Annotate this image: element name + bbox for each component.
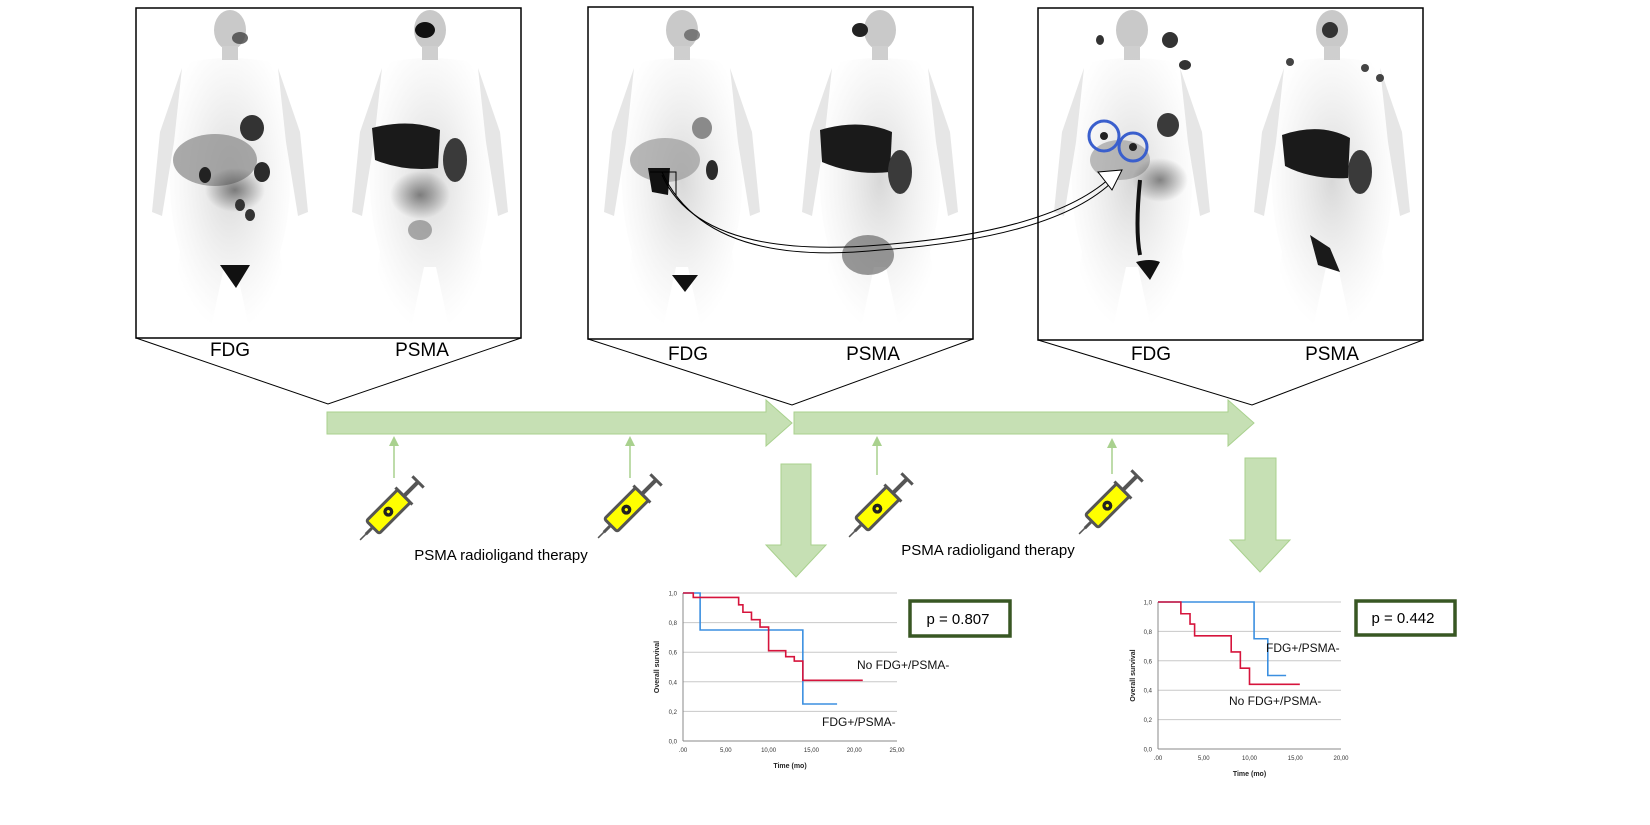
x-tick-label: 25,00 — [889, 748, 905, 754]
survival-curve-no-fdg-psma — [1158, 601, 1300, 686]
x-tick-label: 20,00 — [1333, 756, 1349, 762]
therapy-label-1: PSMA radioligand therapy — [414, 547, 588, 564]
dose-arrow-3 — [872, 436, 882, 475]
timeline-arrow-2 — [793, 398, 1255, 448]
syringe-icon — [349, 471, 429, 551]
y-tick-label: 0,4 — [669, 680, 678, 686]
y-tick-label: 0,8 — [669, 621, 678, 627]
y-tick-label: 0,0 — [669, 740, 678, 746]
timeline-arrow-1 — [326, 398, 793, 448]
panel-2-psma-label: PSMA — [846, 344, 900, 365]
y-axis-label: Overall survival — [654, 641, 661, 693]
pet-panel-1: FDG PSMA — [135, 7, 522, 405]
km-chart-2: 0,0 0,2 0,4 0,6 0,8 1,0 .00 5,00 10,00 15,00 20,00… — [1130, 601, 1349, 779]
syringe-icon — [1068, 465, 1148, 545]
survival-curve-fdg-psma — [683, 592, 838, 705]
panel-1-psma-label: PSMA — [395, 340, 449, 361]
p-value-2: p = 0.442 — [1372, 610, 1435, 627]
dose-arrow-2 — [625, 436, 635, 478]
panel-3-callout-lines — [1037, 339, 1424, 406]
x-tick-label: 10,00 — [1242, 756, 1258, 762]
y-tick-label: 0,0 — [1144, 748, 1153, 754]
syringe-icon — [838, 468, 918, 548]
y-tick-label: 1,0 — [669, 592, 678, 598]
x-tick-label: 5,00 — [720, 748, 732, 754]
p-value-box-2: p = 0.442 — [1354, 599, 1457, 637]
lesion-circle-2 — [1117, 131, 1149, 163]
y-axis-label: Overall survival — [1130, 649, 1137, 701]
y-tick-label: 0,8 — [1144, 630, 1153, 636]
panel-2-fdg-label: FDG — [668, 344, 708, 365]
lesion-circle-1 — [1087, 119, 1121, 153]
syringe-icon — [587, 469, 667, 549]
y-tick-label: 1,0 — [1144, 601, 1153, 607]
curve-annotation: FDG+/PSMA- — [822, 715, 896, 729]
x-tick-label: 20,00 — [847, 748, 863, 754]
y-tick-label: 0,2 — [1144, 718, 1153, 724]
y-tick-label: 0,6 — [669, 651, 678, 657]
y-tick-label: 0,2 — [669, 710, 678, 716]
pet-panel-3: FDG PSMA — [1037, 7, 1424, 406]
psma-image-3 — [1254, 10, 1410, 332]
x-tick-label: .00 — [679, 748, 688, 754]
y-tick-label: 0,4 — [1144, 689, 1153, 695]
x-tick-label: 10,00 — [761, 748, 777, 754]
x-tick-label: 15,00 — [804, 748, 820, 754]
dose-arrow-4 — [1107, 438, 1117, 474]
curve-annotation: No FDG+/PSMA- — [857, 658, 949, 672]
curve-annotation: No FDG+/PSMA- — [1229, 694, 1321, 708]
x-tick-label: 5,00 — [1198, 756, 1210, 762]
x-axis-label: Time (mo) — [1233, 771, 1266, 778]
psma-image-1 — [352, 10, 508, 332]
panel-2-callout-lines — [587, 338, 974, 406]
survival-curve-fdg-psma — [1158, 601, 1287, 677]
p-value-1: p = 0.807 — [927, 611, 990, 628]
panel-1-fdg-label: FDG — [210, 340, 250, 361]
down-arrow-1 — [764, 463, 828, 578]
dose-arrow-1 — [389, 436, 399, 478]
therapy-label-2: PSMA radioligand therapy — [901, 542, 1075, 559]
fdg-image-2 — [604, 10, 760, 332]
x-tick-label: 15,00 — [1288, 756, 1304, 762]
survival-curve-no-fdg-psma — [683, 592, 863, 682]
panel-1-callout-lines — [135, 337, 522, 405]
y-tick-label: 0,6 — [1144, 659, 1153, 665]
curve-annotation: FDG+/PSMA- — [1266, 641, 1340, 655]
fdg-image-3 — [1054, 10, 1210, 332]
down-arrow-2 — [1228, 457, 1292, 573]
x-tick-label: .00 — [1154, 756, 1163, 762]
p-value-box-1: p = 0.807 — [908, 599, 1012, 638]
panel-3-psma-label: PSMA — [1305, 344, 1359, 365]
x-axis-label: Time (mo) — [773, 763, 806, 770]
fdg-image-1 — [152, 10, 308, 332]
km-chart-1: 0,0 0,2 0,4 0,6 0,8 1,0 .00 5,00 10,00 15,00 20,00… — [654, 592, 949, 771]
pet-panel-2: FDG PSMA — [587, 6, 974, 406]
panel-3-fdg-label: FDG — [1131, 344, 1171, 365]
